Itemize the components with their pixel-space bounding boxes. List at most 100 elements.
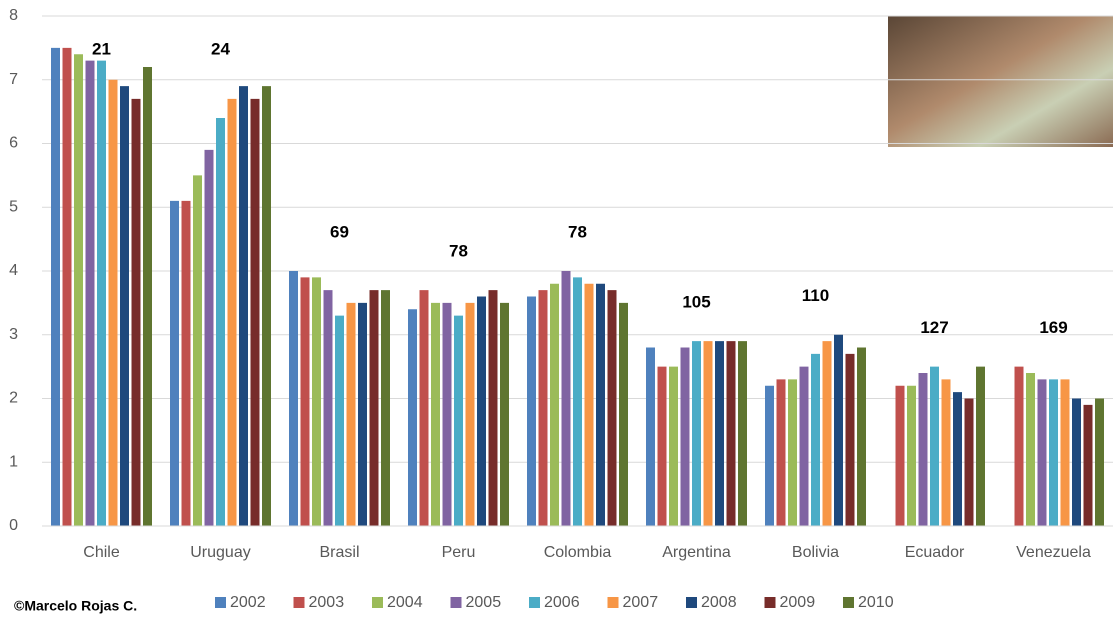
bar [584,283,594,526]
annotation: 21 [92,39,111,58]
bar [85,60,95,526]
y-tick-label: 4 [9,262,18,279]
bar [669,366,678,526]
bar [323,290,333,526]
bar [369,290,379,526]
annotation: 169 [1039,318,1067,337]
bar [550,283,559,526]
bar [431,302,440,526]
legend-swatch [450,597,462,608]
bar [857,347,866,526]
bar [170,200,179,526]
legend-swatch [215,597,226,608]
bar [964,398,974,526]
y-tick-label: 8 [9,7,18,24]
legend-label: 2008 [701,594,737,611]
bar [715,341,724,526]
bar [193,175,202,526]
bar [1026,373,1035,526]
bar [442,302,452,526]
bar [1014,366,1024,526]
x-tick-label: Argentina [662,544,731,561]
y-tick-label: 0 [9,517,18,534]
legend-swatch [686,597,697,608]
bar [1060,379,1070,526]
bar [120,86,129,526]
bar [1037,379,1047,526]
legend-label: 2009 [780,594,816,611]
bar [465,302,475,526]
annotation: 105 [682,293,710,312]
bar [953,392,962,526]
bar [573,277,582,526]
bar [74,54,83,526]
bar [811,353,820,526]
bar [895,385,905,526]
legend-swatch [293,597,305,608]
x-tick-label: Brasil [319,544,359,561]
bar [657,366,667,526]
annotation: 69 [330,222,349,241]
x-tick-label: Colombia [544,544,612,561]
bar [799,366,809,526]
legend-label: 2004 [387,594,423,611]
bar [765,385,774,526]
x-tick-label: Ecuador [905,544,965,561]
bar [692,341,701,526]
bar [907,385,916,526]
bar [941,379,951,526]
bar [181,200,191,526]
bar [97,60,106,526]
bar [227,98,237,526]
bar [834,334,843,526]
bar [346,302,356,526]
bar [561,271,571,526]
x-tick-label: Peru [442,544,476,561]
bar [239,86,248,526]
legend-swatch [529,597,540,608]
annotation: 127 [920,318,948,337]
bar [477,296,486,526]
annotation: 24 [211,39,230,58]
bar [500,302,509,526]
legend-label: 2010 [858,594,894,611]
bar [419,290,429,526]
bar [976,366,985,526]
annotation: 78 [449,242,468,261]
bar [726,341,736,526]
bar [788,379,797,526]
legend-label: 2007 [623,594,659,611]
bar [845,353,855,526]
bar [822,341,832,526]
legend-label: 2003 [309,594,345,611]
legend-swatch [843,597,854,608]
bar [930,366,939,526]
bar [776,379,786,526]
x-tick-label: Chile [83,544,120,561]
credit: ©Marcelo Rojas C. [14,598,137,614]
bar [619,302,628,526]
legend-label: 2005 [466,594,502,611]
y-tick-label: 7 [9,71,18,88]
bar [289,271,298,526]
bar [358,302,367,526]
bar [62,47,72,526]
bar [646,347,655,526]
photo [888,16,1113,147]
x-tick-label: Uruguay [190,544,250,561]
bar [607,290,617,526]
bar [262,86,271,526]
annotation: 110 [802,286,829,305]
y-tick-label: 1 [9,453,18,470]
bar [454,315,463,526]
bar [918,373,928,526]
bar [596,283,605,526]
bar [204,149,214,526]
y-tick-label: 2 [9,390,18,407]
bar [216,118,225,526]
legend-label: 2006 [544,594,580,611]
bar [131,98,141,526]
bar [300,277,310,526]
bar [703,341,713,526]
